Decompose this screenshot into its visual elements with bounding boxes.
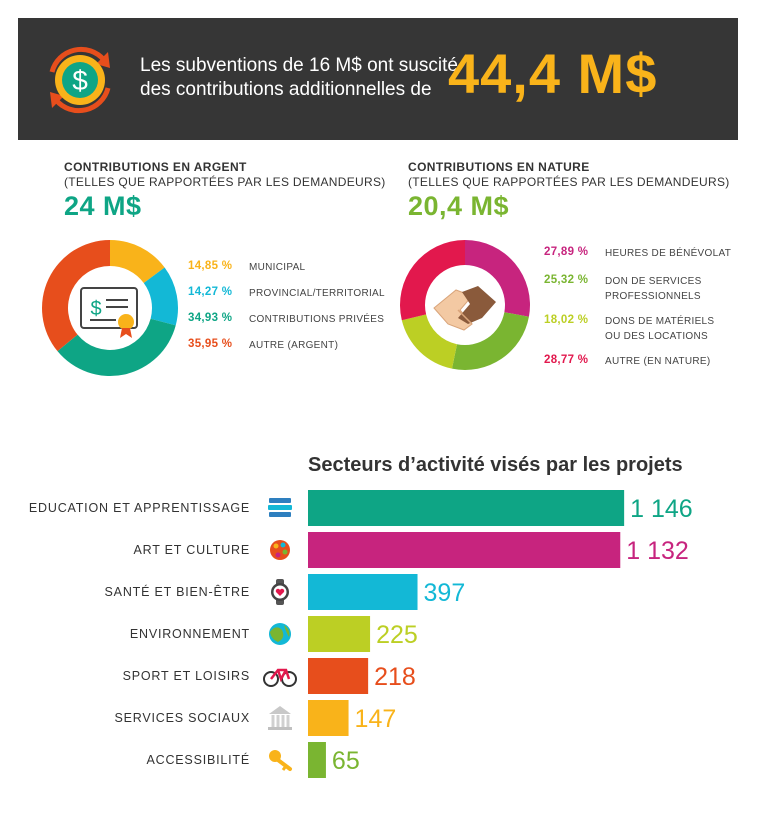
legend-label: DONS DE MATÉRIELS OU DES LOCATIONS (605, 314, 714, 344)
category-label: EDUCATION ET APPRENTISSAGE (29, 501, 250, 515)
inkind-donut-slice-4 (400, 240, 465, 321)
legend-label-line: AUTRE (EN NATURE) (605, 356, 711, 367)
cash-legend-item: 35,95 % AUTRE (ARGENT) (188, 338, 338, 353)
bar-value-label: 1 146 (630, 495, 693, 523)
inkind-legend-item: 18,02 % DONS DE MATÉRIELS OU DES LOCATIONS (544, 314, 714, 344)
category-label: SPORT ET LOISIRS (123, 669, 250, 683)
bar-value-label: 65 (332, 747, 360, 775)
inkind-legend-item: 28,77 % AUTRE (EN NATURE) (544, 354, 710, 369)
legend-pct: 14,27 % (188, 286, 233, 298)
legend-label: CONTRIBUTIONS PRIVÉES (249, 314, 385, 325)
category-label: ACCESSIBILITÉ (147, 752, 251, 767)
legend-label: AUTRE (EN NATURE) (605, 354, 710, 369)
inkind-amount: 20,4 M$ (408, 191, 510, 221)
bar (308, 532, 621, 568)
legend-pct: 28,77 % (544, 354, 589, 366)
building-icon (268, 706, 292, 730)
bar-value-label: 397 (424, 579, 466, 607)
cash-donut-slice-1 (110, 240, 165, 283)
legend-label-line: OU DES LOCATIONS (605, 331, 708, 342)
bar (308, 700, 349, 736)
bar-value-label: 147 (355, 705, 397, 733)
cash-subtitle: (TELLES QUE RAPPORTÉES PAR LES DEMANDEUR… (64, 175, 386, 189)
bar (308, 742, 326, 778)
summary-banner: $ Les subventions de 16 M$ ont suscité d… (18, 18, 738, 140)
bicycle-icon (263, 668, 297, 687)
chart-title: Secteurs d’activité visés par les projet… (308, 454, 683, 476)
inkind-section: CONTRIBUTIONS EN NATURE (TELLES QUE RAPP… (408, 160, 748, 222)
inkind-donut-slice-3 (401, 314, 457, 369)
bar-value-label: 1 132 (626, 537, 689, 565)
globe-icon (269, 623, 291, 645)
handshake-icon (433, 286, 496, 331)
bar-value-label: 218 (374, 663, 416, 691)
inkind-subtitle: (TELLES QUE RAPPORTÉES PAR LES DEMANDEUR… (408, 175, 730, 189)
category-label: ART ET CULTURE (133, 543, 250, 557)
cash-legend-item: 34,93 % CONTRIBUTIONS PRIVÉES (188, 312, 384, 327)
cash-amount: 24 M$ (64, 191, 142, 221)
bar-value-label: 225 (376, 621, 418, 649)
bar (308, 574, 418, 610)
cash-legend-item: 14,85 % MUNICIPAL (188, 260, 305, 275)
legend-label-line: DONS DE MATÉRIELS (605, 316, 715, 327)
cash-legend: 14,85 % MUNICIPAL 14,27 % PROVINCIAL/TERRI… (188, 260, 388, 360)
legend-pct: 14,85 % (188, 260, 233, 272)
inkind-donut-slice-2 (451, 312, 529, 370)
bar (308, 616, 371, 652)
cash-section: CONTRIBUTIONS EN ARGENT (TELLES QUE RAPP… (64, 160, 404, 222)
legend-label-line: PROFESSIONNELS (605, 291, 701, 302)
legend-label: PROVINCIAL/TERRITORIAL (249, 288, 385, 299)
cash-donut-slice-4 (42, 240, 110, 352)
legend-label-line: HEURES DE BÉNÉVOLAT (605, 248, 732, 259)
legend-label-line: DON DE SERVICES (605, 276, 702, 287)
legend-label: MUNICIPAL (249, 262, 306, 273)
inkind-legend: 27,89 % HEURES DE BÉNÉVOLAT 25,32 % DON DE… (544, 246, 744, 376)
palette-icon (270, 540, 290, 560)
books-icon (268, 498, 292, 517)
dollar-cycle-icon: $ (49, 46, 111, 114)
inkind-legend-item: 25,32 % DON DE SERVICES PROFESSIONNELS (544, 274, 702, 304)
cash-donut-chart: $ (42, 240, 179, 376)
cash-legend-item: 14,27 % PROVINCIAL/TERRITORIAL (188, 286, 385, 301)
legend-label: DON DE SERVICES PROFESSIONNELS (605, 274, 702, 304)
legend-label: HEURES DE BÉNÉVOLAT (605, 246, 731, 261)
cash-donut-slice-2 (143, 267, 179, 326)
legend-pct: 27,89 % (544, 246, 589, 258)
certificate-icon: $ (80, 287, 138, 338)
legend-pct: 34,93 % (188, 312, 233, 324)
heart-watch-icon (271, 579, 289, 605)
inkind-legend-item: 27,89 % HEURES DE BÉNÉVOLAT (544, 246, 731, 261)
svg-text:$: $ (72, 65, 88, 96)
category-label: ENVIRONNEMENT (130, 627, 250, 641)
inkind-donut-slice-1 (465, 240, 530, 317)
legend-label: AUTRE (ARGENT) (249, 340, 339, 351)
legend-pct: 25,32 % (544, 274, 589, 286)
banner-text: Les subventions de 16 M$ ont suscité des… (140, 54, 458, 102)
banner-line-2: des contributions additionnelles de (140, 79, 432, 100)
inkind-donut-chart (400, 240, 530, 370)
legend-pct: 18,02 % (544, 314, 589, 326)
category-label: SERVICES SOCIAUX (114, 711, 250, 725)
cash-title: CONTRIBUTIONS EN ARGENT (64, 160, 247, 174)
key-icon (269, 750, 292, 771)
banner-line-1: Les subventions de 16 M$ ont suscité (140, 55, 458, 76)
svg-text:$: $ (90, 298, 101, 320)
inkind-title: CONTRIBUTIONS EN NATURE (408, 160, 590, 174)
category-label: SANTÉ ET BIEN-ÊTRE (105, 584, 250, 599)
legend-pct: 35,95 % (188, 338, 233, 350)
banner-amount: 44,4 M$ (448, 42, 658, 105)
cash-donut-slice-3 (57, 318, 176, 376)
bar (308, 490, 625, 526)
bar (308, 658, 369, 694)
